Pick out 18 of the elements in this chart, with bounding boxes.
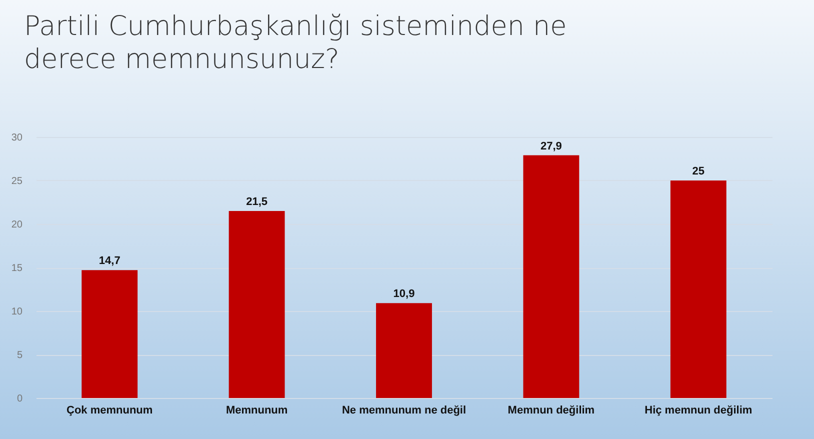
data-label: 21,5 [246,196,268,208]
y-tick-label: 30 [11,132,23,144]
y-tick-label: 0 [16,394,23,404]
data-label: 25 [692,166,705,178]
y-tick-label: 5 [16,350,23,361]
data-label: 27,9 [540,140,562,152]
data-label: 10,9 [393,288,415,300]
y-tick-label: 15 [11,263,23,274]
data-label: 14,7 [98,255,120,268]
y-tick-label: 20 [11,220,23,230]
x-tick-label: Ne memnunum ne değil [342,404,466,416]
x-tick-label: Hiç memnun değilim [644,404,752,416]
chart-title: Partili Cumhurbaşkanlığı sisteminden ne derece memnunsunuz? [24,10,568,76]
x-tick-label: Memnunum [226,404,288,416]
y-tick-label: 10 [11,306,23,318]
x-tick-label: Çok memnunum [66,404,153,416]
x-tick-label: Memnun değilim [508,404,595,416]
y-tick-label: 25 [11,176,23,187]
